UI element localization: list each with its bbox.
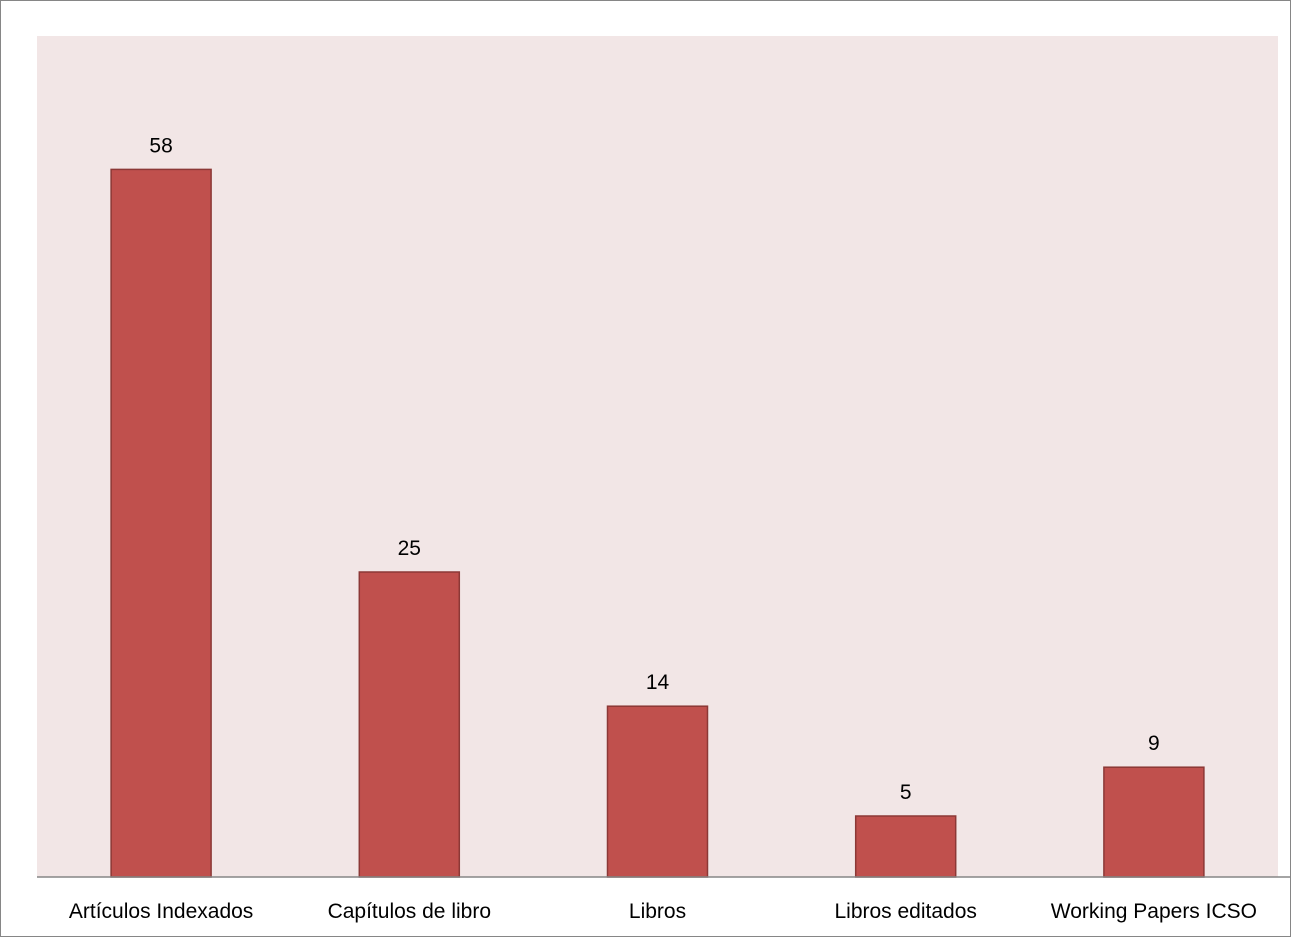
category-label-3: Libros editados — [834, 900, 976, 923]
data-label-2: 14 — [646, 671, 670, 694]
data-label-4: 9 — [1148, 732, 1160, 755]
data-label-0: 58 — [149, 134, 172, 157]
bars-layer — [110, 168, 1205, 878]
category-label-0: Artículos Indexados — [69, 900, 253, 923]
category-label-4: Working Papers ICSO — [1051, 900, 1257, 923]
category-label-1: Capítulos de libro — [328, 900, 491, 923]
bar-1 — [358, 571, 461, 878]
labels-layer: 58 Artículos Indexados 25 Capítulos de libr… — [69, 134, 1257, 923]
data-label-3: 5 — [900, 781, 912, 804]
bar-2 — [606, 705, 709, 878]
category-label-2: Libros — [629, 900, 686, 923]
bar-4 — [1103, 766, 1205, 878]
data-label-1: 25 — [398, 537, 421, 560]
bar-3 — [854, 815, 957, 878]
bar-0 — [110, 168, 212, 878]
